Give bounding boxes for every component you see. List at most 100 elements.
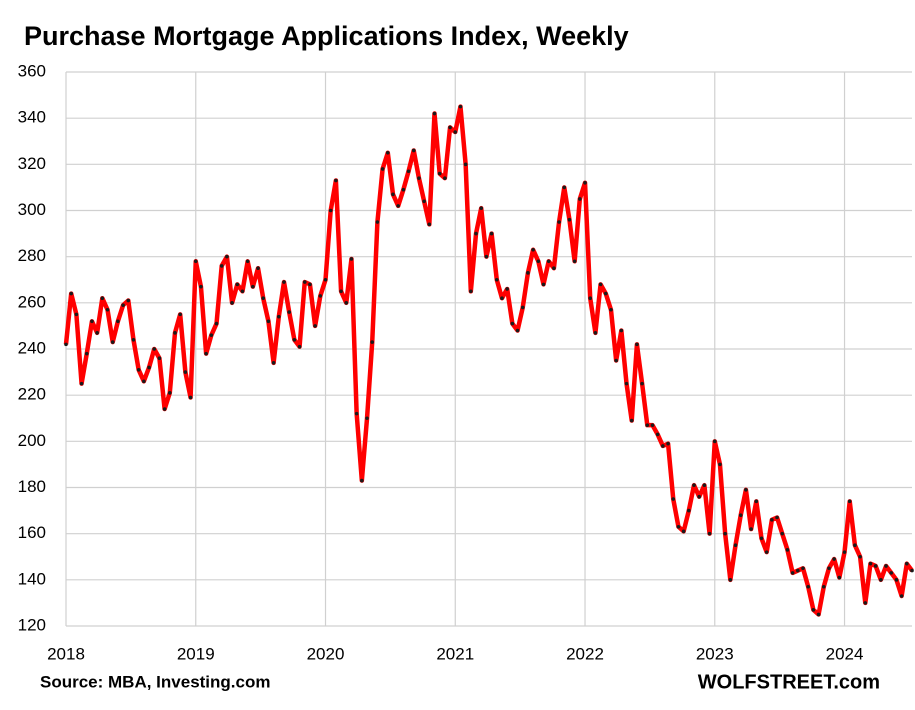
x-tick-label: 2021 bbox=[436, 644, 474, 663]
data-point bbox=[365, 416, 369, 421]
y-tick-label: 140 bbox=[18, 569, 46, 588]
data-point bbox=[380, 167, 385, 171]
data-point bbox=[142, 379, 146, 384]
data-point bbox=[235, 282, 240, 287]
y-tick-label: 360 bbox=[18, 61, 46, 80]
data-point bbox=[905, 561, 909, 566]
data-point bbox=[505, 287, 509, 291]
data-point bbox=[157, 356, 162, 361]
data-point bbox=[458, 104, 463, 109]
data-point bbox=[90, 319, 94, 324]
data-point bbox=[360, 478, 364, 483]
data-point bbox=[204, 351, 208, 356]
data-point bbox=[578, 197, 582, 201]
data-point bbox=[702, 483, 707, 487]
x-tick-label: 2023 bbox=[696, 644, 734, 663]
data-point bbox=[391, 192, 395, 197]
data-point bbox=[624, 381, 629, 386]
data-point bbox=[827, 566, 831, 571]
x-tick-label: 2022 bbox=[566, 644, 604, 663]
data-point bbox=[749, 527, 753, 531]
data-point bbox=[256, 266, 260, 271]
data-point bbox=[853, 543, 857, 548]
y-tick-label: 180 bbox=[18, 477, 46, 496]
data-point bbox=[546, 259, 551, 264]
data-point bbox=[811, 608, 816, 612]
data-point bbox=[697, 494, 702, 499]
data-point bbox=[661, 444, 665, 448]
data-point bbox=[847, 499, 852, 504]
data-point bbox=[443, 176, 447, 180]
data-point bbox=[707, 531, 712, 536]
data-point bbox=[276, 314, 281, 319]
data-point bbox=[593, 331, 598, 335]
data-point bbox=[816, 612, 821, 617]
data-point bbox=[453, 130, 458, 134]
source-note: Source: MBA, Investing.com bbox=[40, 672, 270, 691]
data-point bbox=[629, 418, 634, 423]
x-tick-label: 2024 bbox=[826, 644, 864, 663]
data-point bbox=[552, 266, 556, 271]
data-point bbox=[406, 169, 411, 174]
data-point bbox=[775, 515, 779, 520]
data-point bbox=[526, 271, 530, 275]
data-point bbox=[168, 391, 172, 395]
data-point bbox=[271, 361, 276, 365]
data-point bbox=[712, 439, 717, 444]
data-point bbox=[110, 340, 115, 344]
data-point bbox=[266, 319, 271, 324]
data-point bbox=[370, 340, 375, 344]
data-point bbox=[510, 321, 515, 326]
data-point bbox=[541, 282, 546, 287]
data-point bbox=[121, 303, 125, 307]
data-point bbox=[287, 310, 291, 314]
data-point bbox=[173, 331, 177, 335]
data-point bbox=[640, 381, 644, 386]
data-point bbox=[531, 247, 535, 252]
data-point bbox=[432, 111, 437, 116]
data-point bbox=[422, 199, 426, 204]
data-point bbox=[666, 441, 670, 446]
data-point bbox=[801, 566, 805, 571]
data-point bbox=[619, 328, 624, 333]
chart-title: Purchase Mortgage Applications Index, We… bbox=[24, 21, 629, 51]
data-point bbox=[645, 423, 650, 427]
data-point bbox=[764, 550, 769, 554]
data-point bbox=[858, 554, 862, 559]
data-point bbox=[910, 568, 914, 573]
data-point bbox=[614, 358, 618, 363]
y-tick-label: 220 bbox=[18, 385, 46, 404]
data-point bbox=[334, 178, 338, 183]
data-point bbox=[437, 171, 442, 176]
y-tick-label: 120 bbox=[18, 615, 46, 634]
data-point bbox=[344, 301, 349, 305]
data-point bbox=[162, 407, 167, 411]
data-point bbox=[821, 584, 826, 589]
data-point bbox=[484, 254, 489, 259]
data-point bbox=[557, 220, 561, 224]
data-point bbox=[126, 298, 131, 303]
data-point bbox=[728, 578, 733, 582]
data-point bbox=[209, 333, 214, 337]
x-tick-label: 2019 bbox=[177, 644, 215, 663]
data-point bbox=[152, 347, 157, 351]
credit: WOLFSTREET.com bbox=[698, 671, 880, 693]
y-tick-label: 160 bbox=[18, 523, 46, 542]
data-point bbox=[282, 280, 286, 284]
data-point bbox=[494, 277, 499, 282]
data-point bbox=[411, 148, 416, 153]
data-point bbox=[681, 529, 686, 534]
data-point bbox=[251, 284, 255, 289]
data-point bbox=[214, 321, 219, 326]
y-tick-label: 280 bbox=[18, 246, 46, 265]
data-point bbox=[863, 601, 868, 605]
data-point bbox=[770, 518, 774, 522]
data-point bbox=[687, 508, 691, 513]
data-point bbox=[671, 497, 676, 501]
data-point bbox=[754, 499, 759, 504]
data-point bbox=[463, 162, 468, 167]
data-point bbox=[738, 513, 743, 517]
data-point bbox=[385, 150, 390, 155]
data-point bbox=[479, 206, 484, 210]
